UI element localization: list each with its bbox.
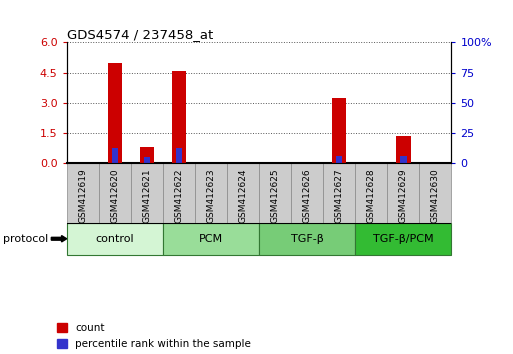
- FancyBboxPatch shape: [98, 164, 131, 223]
- FancyBboxPatch shape: [291, 164, 323, 223]
- FancyBboxPatch shape: [355, 164, 387, 223]
- Bar: [396, 136, 410, 164]
- Bar: [172, 71, 186, 164]
- Legend: count, percentile rank within the sample: count, percentile rank within the sample: [56, 323, 251, 349]
- Text: GSM412623: GSM412623: [206, 168, 215, 223]
- FancyBboxPatch shape: [67, 223, 163, 255]
- Bar: [112, 148, 118, 164]
- FancyBboxPatch shape: [259, 223, 355, 255]
- Text: GSM412626: GSM412626: [303, 168, 312, 223]
- Text: GSM412628: GSM412628: [367, 168, 376, 223]
- Text: GSM412629: GSM412629: [399, 168, 408, 223]
- Text: TGF-β: TGF-β: [291, 234, 324, 244]
- Bar: [144, 158, 150, 164]
- Text: GSM412620: GSM412620: [110, 168, 120, 223]
- FancyBboxPatch shape: [195, 164, 227, 223]
- FancyBboxPatch shape: [387, 164, 420, 223]
- Bar: [400, 156, 406, 164]
- Text: protocol: protocol: [3, 234, 48, 244]
- Text: GSM412619: GSM412619: [78, 168, 87, 223]
- FancyBboxPatch shape: [163, 164, 195, 223]
- FancyBboxPatch shape: [227, 164, 259, 223]
- FancyBboxPatch shape: [67, 164, 98, 223]
- FancyBboxPatch shape: [163, 223, 259, 255]
- Bar: [108, 63, 122, 164]
- Text: GSM412621: GSM412621: [142, 168, 151, 223]
- Bar: [332, 98, 346, 164]
- FancyBboxPatch shape: [420, 164, 451, 223]
- Text: control: control: [95, 234, 134, 244]
- Bar: [336, 156, 342, 164]
- Text: PCM: PCM: [199, 234, 223, 244]
- FancyBboxPatch shape: [259, 164, 291, 223]
- Text: GSM412627: GSM412627: [334, 168, 344, 223]
- Text: GDS4574 / 237458_at: GDS4574 / 237458_at: [67, 28, 213, 41]
- Text: GSM412630: GSM412630: [431, 168, 440, 223]
- FancyBboxPatch shape: [355, 223, 451, 255]
- Text: TGF-β/PCM: TGF-β/PCM: [373, 234, 433, 244]
- Text: GSM412625: GSM412625: [270, 168, 280, 223]
- Text: GSM412624: GSM412624: [239, 168, 248, 223]
- Bar: [175, 148, 182, 164]
- FancyBboxPatch shape: [323, 164, 355, 223]
- Bar: [140, 147, 154, 164]
- Text: GSM412622: GSM412622: [174, 168, 184, 223]
- FancyBboxPatch shape: [131, 164, 163, 223]
